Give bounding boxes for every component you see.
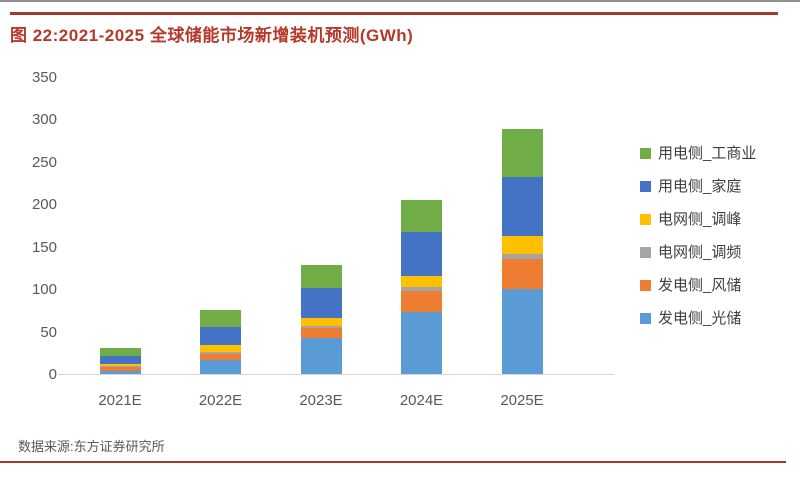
legend-item: 发电侧_风储 <box>640 278 795 293</box>
y-axis-label: 200 <box>31 196 57 214</box>
y-axis-label: 250 <box>31 153 57 171</box>
legend-item: 电网侧_调频 <box>640 245 795 260</box>
bar-segment-用电侧_工商业 <box>300 264 342 289</box>
bar-segment-电网侧_调峰 <box>200 345 241 352</box>
legend-label: 用电侧_家庭 <box>658 178 742 195</box>
bar-segment-电网侧_调频 <box>501 254 543 259</box>
bar-segment-发电侧_光储 <box>300 337 342 374</box>
bar-segment-用电侧_工商业 <box>99 347 141 357</box>
legend-swatch <box>640 181 651 192</box>
stacked-bar-chart: 0 50 100 150 200 250 300 350 2021E 2022E 2023E 202… <box>0 0 795 430</box>
bottom-red-rule <box>0 461 786 463</box>
bar-2021E <box>99 347 141 374</box>
legend-label: 电网侧_调峰 <box>658 211 742 228</box>
bar-segment-用电侧_工商业 <box>501 128 543 178</box>
x-axis-label: 2023E <box>299 392 343 409</box>
bar-segment-发电侧_风储 <box>99 367 141 371</box>
bar-segment-电网侧_调频 <box>99 366 141 368</box>
bar-2024E <box>401 200 442 374</box>
y-axis: 0 50 100 150 200 250 300 350 <box>0 0 57 430</box>
legend-label: 发电侧_风储 <box>658 277 742 294</box>
x-axis-label: 2024E <box>399 392 444 409</box>
legend-swatch <box>640 214 651 225</box>
bar-segment-电网侧_调峰 <box>501 235 543 255</box>
legend-item: 电网侧_调峰 <box>640 212 795 227</box>
top-red-rule <box>10 12 778 15</box>
legend-label: 电网侧_调频 <box>658 244 742 261</box>
bar-segment-用电侧_家庭 <box>501 177 543 236</box>
y-axis-label: 50 <box>40 323 57 341</box>
legend-item: 发电侧_光储 <box>640 311 795 326</box>
y-axis-label: 100 <box>31 281 57 299</box>
bar-segment-发电侧_光储 <box>401 312 442 374</box>
legend-swatch <box>640 280 651 291</box>
bar-segment-发电侧_风储 <box>401 290 442 313</box>
plot-area <box>58 78 614 375</box>
x-axis: 2021E 2022E 2023E 2024E 2025E <box>58 391 614 413</box>
legend-item: 用电侧_家庭 <box>640 179 795 194</box>
top-gray-rule <box>0 0 800 2</box>
bar-segment-电网侧_调峰 <box>401 276 442 287</box>
legend-swatch <box>640 247 651 258</box>
legend-swatch <box>640 148 651 159</box>
bar-segment-用电侧_工商业 <box>200 310 241 328</box>
bar-segment-发电侧_光储 <box>99 370 141 374</box>
bar-segment-发电侧_风储 <box>200 353 241 361</box>
bar-segment-用电侧_家庭 <box>401 232 442 277</box>
x-axis-label: 2022E <box>198 392 243 409</box>
bar-segment-用电侧_工商业 <box>401 200 442 233</box>
bar-segment-发电侧_光储 <box>200 360 241 374</box>
bar-segment-电网侧_调频 <box>200 351 241 354</box>
y-axis-label: 350 <box>31 69 57 86</box>
bar-segment-用电侧_家庭 <box>300 288 342 319</box>
legend-item: 用电侧_工商业 <box>640 146 795 161</box>
bar-segment-电网侧_调频 <box>300 325 342 329</box>
legend: 用电侧_工商业 用电侧_家庭 电网侧_调峰 电网侧_调频 发电侧_风储 发电侧_光储 <box>640 146 795 344</box>
x-axis-label: 2025E <box>500 392 544 409</box>
legend-label: 发电侧_光储 <box>658 310 742 327</box>
y-axis-label: 150 <box>31 238 57 256</box>
legend-swatch <box>640 313 651 324</box>
bar-segment-发电侧_光储 <box>501 289 543 374</box>
bar-segment-电网侧_调频 <box>401 286 442 291</box>
bar-segment-用电侧_家庭 <box>99 356 141 364</box>
bar-segment-用电侧_家庭 <box>200 327 241 346</box>
y-axis-label: 0 <box>48 366 57 383</box>
legend-label: 用电侧_工商业 <box>658 145 757 162</box>
bar-segment-发电侧_风储 <box>300 328 342 338</box>
source-note: 数据来源:东方证券研究所 <box>18 439 165 454</box>
bar-segment-发电侧_风储 <box>501 258 543 290</box>
bar-2022E <box>200 310 241 374</box>
x-axis-label: 2021E <box>98 392 142 409</box>
y-axis-label: 300 <box>31 111 57 129</box>
bar-2023E <box>300 264 342 374</box>
bar-segment-电网侧_调峰 <box>300 318 342 326</box>
page-title: 图 22:2021-2025 全球储能市场新增装机预测(GWh) <box>10 26 414 45</box>
bar-2025E <box>501 128 543 374</box>
bar-segment-电网侧_调峰 <box>99 363 141 367</box>
